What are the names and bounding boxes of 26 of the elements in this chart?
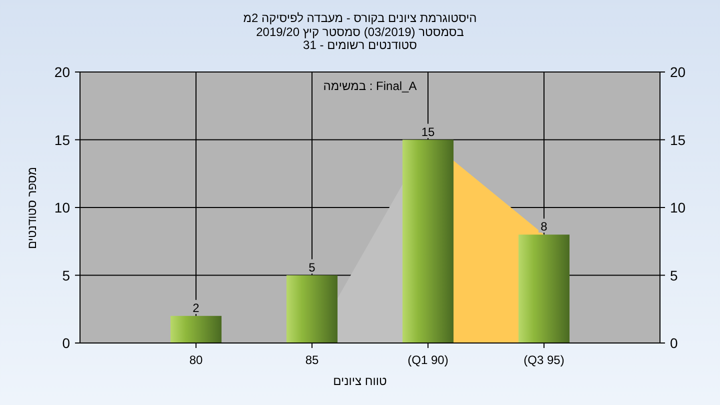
y2-tick-label: 10 — [670, 200, 686, 216]
y2-tick-label: 20 — [670, 64, 686, 80]
x-tick-label: 85 — [305, 353, 319, 367]
x-tick-label: (Q3 95) — [524, 353, 564, 367]
y-tick-label: 5 — [62, 267, 70, 284]
data-label: 5 — [308, 260, 316, 274]
y2-tick-label: 15 — [670, 132, 686, 148]
chart-title: היסטוגרמת ציונים בקורס - מעבדה לפיסיקה 2מ — [243, 11, 477, 25]
x-tick-label: (Q1 90) — [408, 353, 448, 367]
y-tick-label: 15 — [54, 132, 70, 148]
x-axis-title: טווח ציונים — [333, 374, 388, 388]
y-tick-label: 0 — [62, 335, 70, 351]
data-label: 2 — [192, 300, 200, 315]
data-label: 8 — [540, 220, 548, 234]
y-axis-title: מספר סטודנטים — [25, 166, 39, 250]
y2-tick-label: 5 — [670, 267, 678, 284]
bar — [518, 234, 570, 343]
bar — [286, 275, 338, 343]
y2-tick-label: 0 — [670, 335, 678, 351]
y-tick-label: 20 — [54, 64, 70, 80]
x-tick-label: 80 — [189, 353, 203, 367]
chart-subtitle: בסמסטר (03/2019) סמסטר קיץ 2019/20 סטודנטים רשומים - 31 — [256, 25, 464, 52]
bar — [170, 316, 222, 343]
data-label: 15 — [421, 124, 435, 139]
y-tick-label: 10 — [54, 200, 70, 216]
annotation: Final_A : במשימה — [323, 79, 417, 93]
